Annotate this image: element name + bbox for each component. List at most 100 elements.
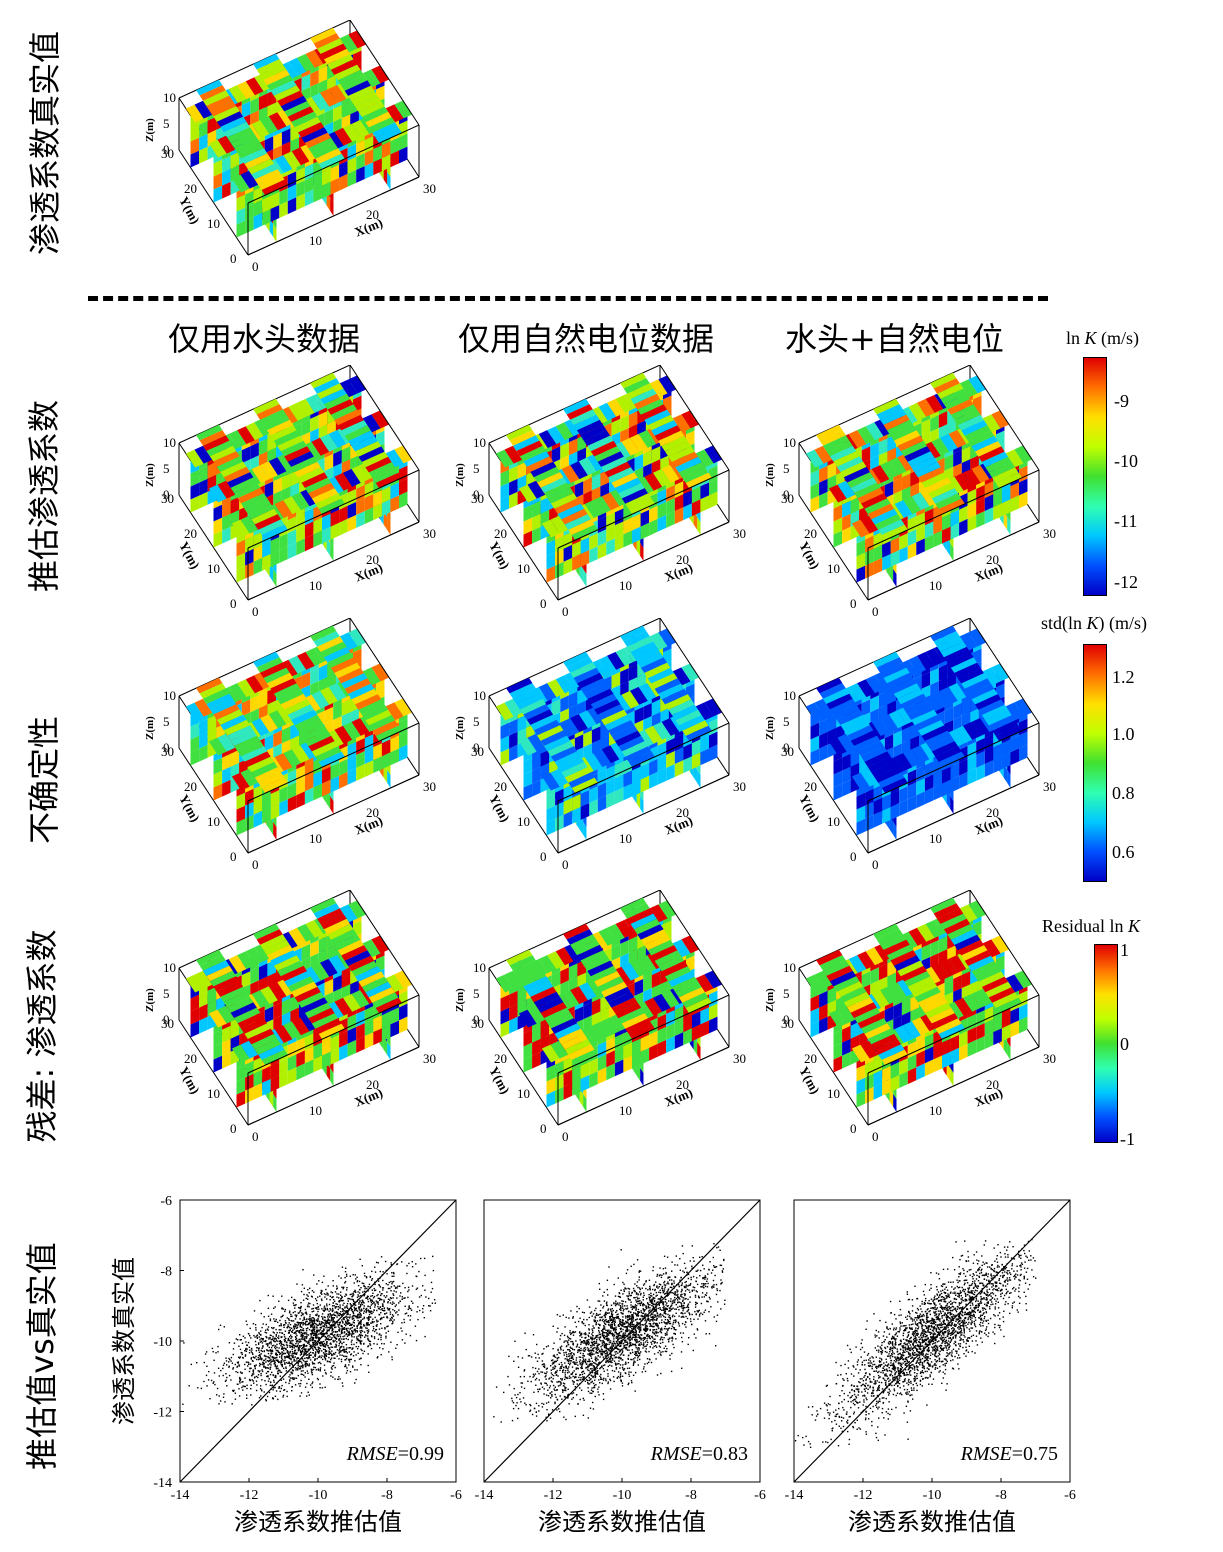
x-tick-label: 30 [733,779,746,794]
row-label-uncertainty: 不确定性 [25,716,63,845]
x-tick-label: 10 [929,831,942,846]
z-tick-label: 0 [473,1012,480,1027]
x-tick-label: 30 [733,526,746,541]
y-tick-label: -12 [153,1406,172,1421]
y-tick-label: -6 [160,1194,172,1209]
x-tick-label: -6 [1064,1488,1076,1503]
colorbar-tick: 1.0 [1112,724,1135,744]
box-edge [247,994,420,1074]
box-edge [557,994,730,1074]
x-tick-label: 0 [252,259,259,274]
y-tick-label: 10 [827,1086,840,1101]
box-edge [557,469,730,549]
y-tick-label: 20 [494,1051,507,1066]
colorbar-tick: -11 [1114,511,1138,531]
y-tick-label: 10 [207,1086,220,1101]
box-edge [659,890,730,996]
z-axis-label: Z(m) [764,463,776,487]
x-tick-label: 20 [366,207,379,222]
x-tick-label: -10 [309,1488,328,1503]
colorbar-tick: 0.6 [1112,842,1135,862]
y-tick-label: 30 [781,1016,794,1031]
z-tick-label: 10 [473,688,486,703]
reference-line [179,1199,457,1483]
box-edge [867,774,1040,854]
y-tick-label: 20 [184,526,197,541]
box-edge [867,994,1040,1074]
y-axis-label: Y(m) [486,539,513,572]
x-tick-label: -12 [854,1488,873,1503]
box-edge [557,521,730,601]
x-tick-label: 0 [562,1129,569,1144]
row-label-residual: 残差: 渗透系数 [23,929,61,1143]
z-tick-label: 10 [163,90,176,105]
y-tick-label: 0 [540,849,547,864]
y-tick-label: 30 [471,744,484,759]
y-tick-label: 20 [184,1051,197,1066]
box-edge [349,618,420,724]
colorbar-title-lnk: ln K (m/s) [1066,328,1140,348]
y-axis-label: Y(m) [176,194,203,227]
x-tick-label: -8 [381,1488,393,1503]
y-tick-label: -8 [160,1265,172,1280]
z-axis-label: Z(m) [144,988,156,1012]
column-title-sp: 仅用自然电位数据 [458,320,715,358]
y-tick-label: 20 [184,779,197,794]
colorbar-lnk [1083,357,1107,596]
row-label-scatter: 推估值vs真实值 [23,1242,61,1470]
x-axis-label: 渗透系数推估值 [234,1508,402,1536]
colorbar-tick: 1.2 [1112,667,1135,687]
x-tick-label: 20 [986,805,999,820]
x-tick-label: 10 [619,831,632,846]
rmse-label: RMSE=0.83 [650,1443,748,1465]
colorbar-title-std: std(ln K) (m/s) [1041,613,1148,633]
box-edge [247,469,420,549]
x-tick-label: -10 [923,1488,942,1503]
x-tick-label: 20 [986,552,999,567]
box-edge [349,20,420,126]
x-axis-label: X(m) [352,1085,384,1110]
z-tick-label: 5 [163,461,170,476]
colorbar-tick: -9 [1114,391,1129,411]
z-tick-label: 10 [473,435,486,450]
z-tick-label: 10 [163,435,176,450]
z-tick-label: 0 [163,740,170,755]
x-tick-label: 10 [309,1103,322,1118]
y-axis-label: Y(m) [176,792,203,825]
x-tick-label: 30 [1043,526,1056,541]
box-edge [557,722,730,802]
x-tick-label: -14 [475,1488,494,1503]
x-tick-label: 10 [619,1103,632,1118]
box-edge [247,176,420,256]
y-tick-label: 10 [207,561,220,576]
z-tick-label: 0 [163,487,170,502]
z-axis-label: Z(m) [144,716,156,740]
box-edge [969,890,1040,996]
y-axis-label: 渗透系数真实值 [110,1257,138,1425]
z-axis-label: Z(m) [144,118,156,142]
y-tick-label: 20 [494,526,507,541]
z-tick-label: 10 [163,960,176,975]
z-tick-label: 5 [783,461,790,476]
y-tick-label: 30 [161,1016,174,1031]
reference-line [483,1199,761,1483]
box-edge [867,521,1040,601]
y-axis-label: Y(m) [796,1064,823,1097]
y-tick-label: 0 [230,251,237,266]
y-tick-label: 30 [161,744,174,759]
z-axis-label: Z(m) [144,463,156,487]
colorbar-title-resid: Residual ln K [1042,916,1141,936]
x-tick-label: -6 [754,1488,766,1503]
y-tick-label: 20 [494,779,507,794]
section-divider [88,296,1048,301]
x-tick-label: 10 [929,1103,942,1118]
z-tick-label: 0 [473,487,480,502]
y-tick-label: 0 [230,1121,237,1136]
colorbar-resid [1094,944,1118,1143]
y-tick-label: 0 [850,849,857,864]
z-tick-label: 5 [473,714,480,729]
